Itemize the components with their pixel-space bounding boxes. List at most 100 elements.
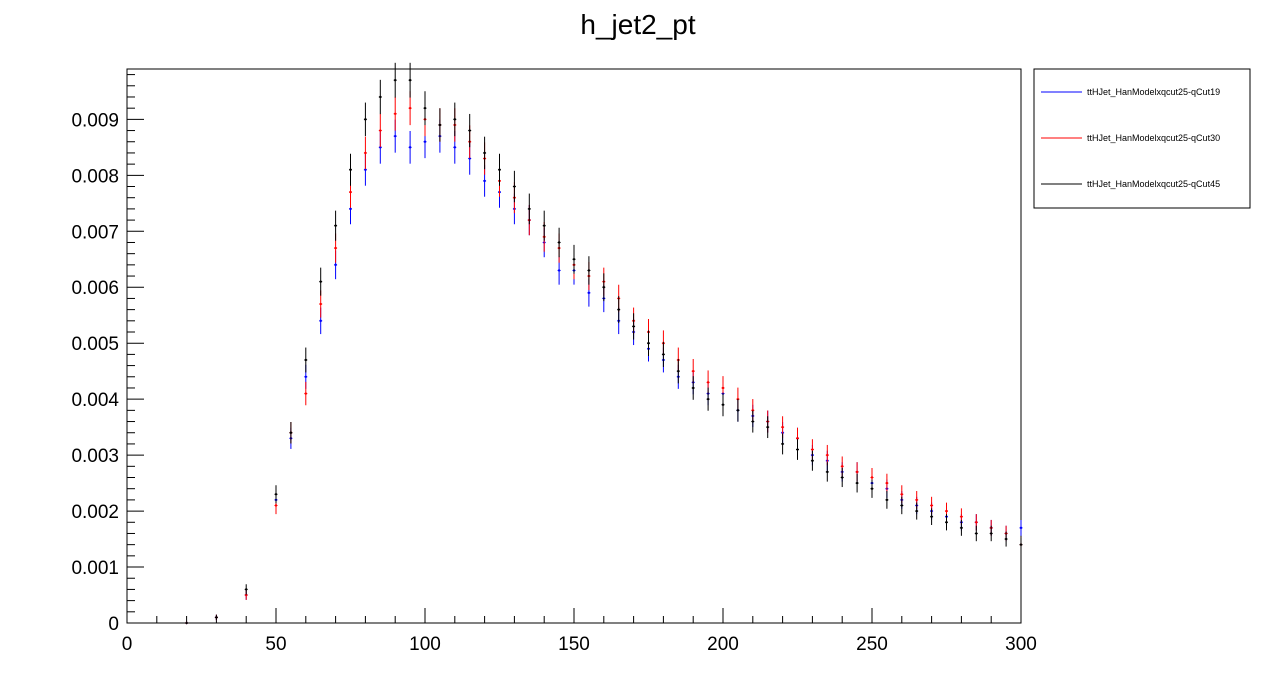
data-point xyxy=(542,210,546,241)
marker xyxy=(796,448,799,451)
data-point xyxy=(1004,531,1008,547)
data-point xyxy=(334,210,338,241)
data-point xyxy=(572,244,576,274)
data-point xyxy=(304,347,308,373)
marker xyxy=(945,521,948,524)
marker xyxy=(841,476,844,479)
data-point xyxy=(408,62,412,98)
marker xyxy=(930,515,933,518)
marker xyxy=(975,532,978,535)
marker xyxy=(811,459,814,462)
marker xyxy=(483,151,486,155)
marker xyxy=(319,302,322,306)
data-point xyxy=(617,296,621,324)
marker xyxy=(245,588,248,591)
marker xyxy=(870,476,874,479)
data-point xyxy=(349,153,352,186)
marker xyxy=(245,593,248,597)
marker xyxy=(945,509,948,513)
marker xyxy=(408,106,412,110)
data-point xyxy=(900,496,904,515)
data-point xyxy=(557,227,561,258)
y-tick-label: 0.008 xyxy=(71,166,119,187)
data-point xyxy=(974,525,978,542)
y-tick-label: 0.004 xyxy=(71,390,119,411)
marker xyxy=(766,425,769,429)
marker xyxy=(408,78,412,82)
data-point xyxy=(319,267,323,296)
marker xyxy=(513,185,516,188)
data-point xyxy=(468,113,472,148)
marker xyxy=(349,207,352,211)
marker xyxy=(1019,543,1023,546)
data-point xyxy=(408,130,412,164)
data-point xyxy=(378,113,382,148)
data-point xyxy=(438,108,442,142)
marker xyxy=(498,168,501,171)
data-point xyxy=(378,79,382,115)
marker xyxy=(468,157,471,160)
y-tick-label: 0.005 xyxy=(71,334,119,355)
data-point xyxy=(214,614,218,621)
y-axis-tick-labels: 0 0.001 0.002 0.003 0.004 0.005 0.006 0.007 0.00… xyxy=(71,110,119,635)
marker xyxy=(185,621,188,625)
data-point xyxy=(691,376,695,400)
y-tick-label: 0.003 xyxy=(71,446,119,467)
marker xyxy=(483,179,486,183)
marker xyxy=(319,319,322,323)
data-point xyxy=(393,96,397,131)
marker xyxy=(557,269,561,272)
chart-title: h_jet2_pt xyxy=(580,9,695,40)
marker xyxy=(394,112,397,115)
y-tick-label: 0.007 xyxy=(71,222,119,243)
data-point xyxy=(870,479,874,498)
y-tick-label: 0.002 xyxy=(71,502,119,523)
marker xyxy=(885,498,889,502)
marker xyxy=(334,263,337,267)
marker xyxy=(334,246,337,250)
data-point xyxy=(423,91,427,126)
data-point xyxy=(989,525,993,542)
y-tick-label: 0.009 xyxy=(71,110,119,131)
marker xyxy=(706,381,710,384)
marker xyxy=(274,493,278,496)
data-point xyxy=(453,102,457,137)
marker xyxy=(900,493,903,496)
marker xyxy=(379,129,382,132)
x-tick-label: 150 xyxy=(558,634,590,655)
x-tick-label: 250 xyxy=(856,634,888,655)
marker xyxy=(632,325,635,328)
x-tick-label: 50 xyxy=(265,634,286,655)
data-point xyxy=(1019,537,1023,552)
marker xyxy=(319,280,322,283)
y-tick-label: 0.006 xyxy=(71,278,119,299)
marker xyxy=(647,342,650,345)
marker xyxy=(706,397,710,401)
legend: ttHJet_HanModelxqcut25-qCut19 ttHJet_Han… xyxy=(1033,68,1251,209)
marker xyxy=(885,481,889,485)
data-point xyxy=(781,433,785,455)
marker xyxy=(915,509,918,513)
marker xyxy=(334,224,337,227)
data-point xyxy=(721,393,725,417)
marker xyxy=(855,470,859,474)
marker xyxy=(1019,526,1023,530)
marker xyxy=(468,129,471,132)
marker xyxy=(721,386,725,390)
data-point xyxy=(289,421,293,444)
data-point xyxy=(647,330,650,356)
x-tick-label: 100 xyxy=(409,634,441,655)
data-point xyxy=(632,313,636,340)
legend-label-qcut45: ttHJet_HanModelxqcut25-qCut45 xyxy=(1087,179,1220,189)
marker xyxy=(274,504,278,507)
data-point xyxy=(915,502,919,520)
marker xyxy=(408,146,412,149)
data-point xyxy=(855,473,859,493)
marker xyxy=(602,286,605,289)
data-point xyxy=(483,136,487,170)
data-point xyxy=(676,358,680,384)
data-point xyxy=(825,444,829,466)
data-point xyxy=(1019,519,1023,536)
x-axis-ticks xyxy=(126,608,1022,623)
data-point xyxy=(304,381,308,406)
